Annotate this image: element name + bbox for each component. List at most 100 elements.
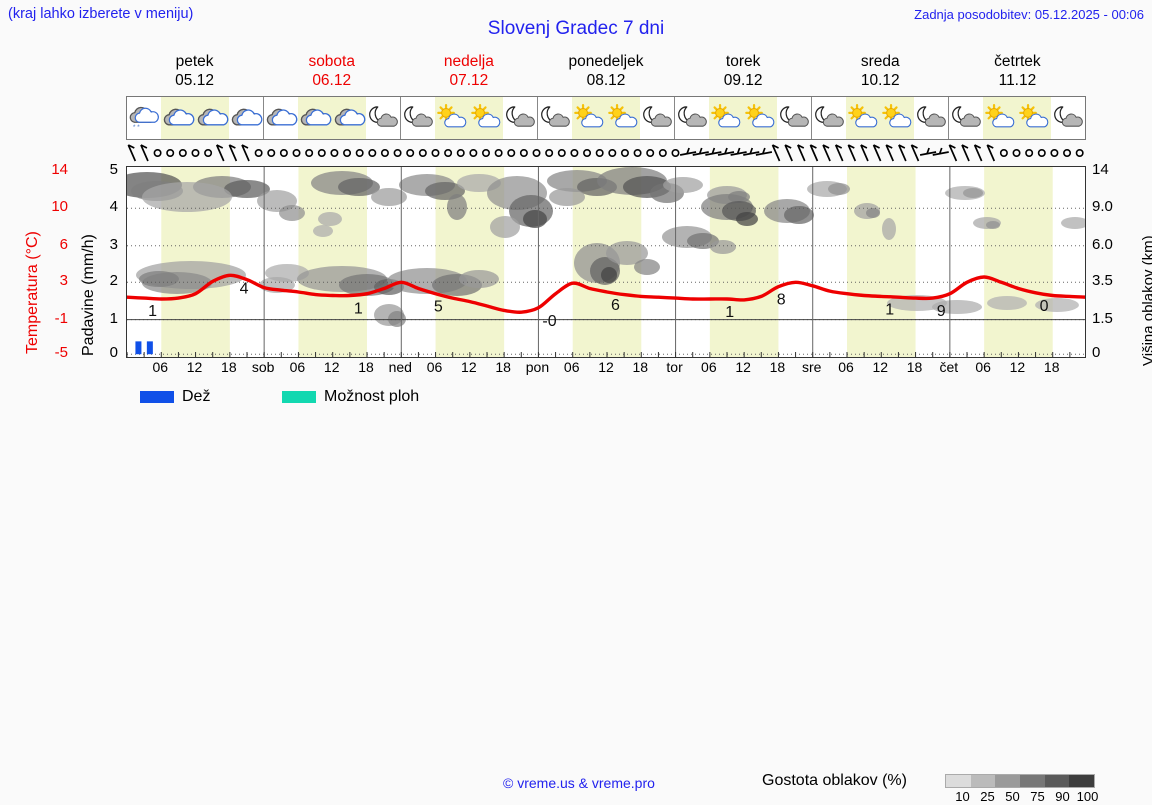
axis-tick: 3 bbox=[59, 272, 68, 290]
wind-barb-band bbox=[126, 140, 1086, 164]
temperature-point-label: -0 bbox=[542, 313, 556, 330]
x-axis-label: 06 bbox=[426, 359, 443, 375]
x-axis-label: ned bbox=[388, 359, 412, 375]
legend-row: Dež Možnost ploh © vreme.us & vreme.pro … bbox=[0, 384, 1152, 804]
copyright-link[interactable]: © vreme.us & vreme.pro bbox=[503, 775, 655, 791]
sun-cloud-icon bbox=[437, 104, 467, 128]
x-axis-label: čet bbox=[939, 359, 959, 375]
x-axis-label: 18 bbox=[769, 359, 786, 375]
legend-item-showers: Možnost ploh bbox=[282, 388, 419, 406]
day-name: četrtek bbox=[994, 53, 1041, 70]
cloud-icon bbox=[266, 108, 298, 126]
axis-tick: 10 bbox=[51, 198, 68, 216]
weather-icon-cell bbox=[709, 97, 743, 139]
axis-tick: 5 bbox=[109, 160, 118, 178]
moon-cloud-icon bbox=[678, 106, 707, 127]
x-axis-label: sob bbox=[251, 359, 275, 375]
precipitation-axis-ticks: 5 4 3 2 1 0 bbox=[86, 161, 122, 361]
weather-icon-cell bbox=[914, 97, 948, 139]
axis-tick: -1 bbox=[54, 309, 68, 327]
day-date: 08.12 bbox=[586, 72, 626, 89]
x-axis-label: 12 bbox=[323, 359, 340, 375]
temperature-point-label: 1 bbox=[725, 304, 734, 321]
rain-swatch bbox=[140, 391, 174, 403]
sun-cloud-icon bbox=[745, 104, 775, 128]
axis-tick: 14 bbox=[1092, 160, 1109, 178]
x-axis-label: 18 bbox=[221, 359, 237, 375]
weather-icon-cell bbox=[640, 97, 674, 139]
cloud-density-label: Gostota oblakov (%) bbox=[762, 772, 907, 789]
icon-day-pet: * * bbox=[127, 97, 264, 139]
cloud-icon bbox=[231, 108, 263, 126]
weather-icon-cell bbox=[401, 97, 435, 139]
x-axis-label: 18 bbox=[632, 359, 649, 375]
x-axis-label: 12 bbox=[461, 359, 477, 375]
day-name: ponedeljek bbox=[568, 53, 644, 70]
sun-cloud-icon bbox=[985, 104, 1015, 128]
cloud-density-tick: 10 bbox=[955, 789, 970, 804]
weather-icon-cell bbox=[606, 97, 640, 139]
x-axis-label: 18 bbox=[495, 359, 511, 375]
axis-tick: 4 bbox=[109, 198, 118, 216]
cloud-density-scale-ticks: 10 25 50 75 90 100 bbox=[940, 789, 1110, 805]
cloud-icon bbox=[163, 108, 195, 126]
cloud-icon bbox=[300, 108, 332, 126]
location-menu-note[interactable]: (kraj lahko izberete v meniju) bbox=[8, 6, 194, 22]
weather-icon-cell bbox=[264, 97, 298, 139]
axis-tick: 3.5 bbox=[1092, 272, 1113, 290]
day-header-čet: četrtek 11.12 bbox=[949, 52, 1086, 92]
axis-tick: 6 bbox=[59, 235, 68, 253]
axis-tick: 9.0 bbox=[1092, 198, 1113, 216]
temperature-axis-title: Temperatura (°C) bbox=[4, 176, 41, 356]
x-axis-label: 12 bbox=[872, 359, 889, 375]
x-axis-label: 06 bbox=[838, 359, 854, 375]
day-date: 05.12 bbox=[175, 72, 214, 89]
weather-icon-cell bbox=[538, 97, 572, 139]
rain-label: Dež bbox=[182, 388, 211, 405]
icon-day-sob bbox=[264, 97, 401, 139]
weather-icon-cell bbox=[298, 97, 332, 139]
axis-tick: 0 bbox=[1092, 344, 1101, 362]
temperature-point-label: 1 bbox=[354, 300, 363, 317]
day-date: 11.12 bbox=[998, 72, 1037, 89]
x-axis-label: 06 bbox=[289, 359, 306, 375]
day-name: sreda bbox=[860, 53, 900, 70]
axis-tick: 14 bbox=[51, 160, 68, 178]
last-update-stamp: Zadnja posodobitev: 05.12.2025 - 00:06 bbox=[914, 7, 1144, 22]
temperature-point-label: 5 bbox=[434, 299, 443, 316]
day-date: 10.12 bbox=[860, 72, 900, 89]
svg-text:*: * bbox=[133, 124, 136, 131]
temperature-point-label: 9 bbox=[937, 303, 946, 320]
cloud-height-axis-title-text: Višina oblakov (km) bbox=[1140, 235, 1152, 366]
icon-day-čet bbox=[949, 97, 1085, 139]
x-axis-label: 18 bbox=[1043, 359, 1060, 375]
day-name: petek bbox=[175, 53, 214, 70]
icon-day-sre bbox=[812, 97, 949, 139]
weather-icon-cell bbox=[880, 97, 914, 139]
day-name: torek bbox=[725, 53, 761, 70]
x-axis-label: 12 bbox=[1009, 359, 1026, 375]
temperature-point-label: 6 bbox=[611, 297, 620, 314]
weather-icon-cell: * * bbox=[127, 97, 161, 139]
day-date: 09.12 bbox=[723, 72, 763, 89]
day-name: sobota bbox=[308, 53, 355, 70]
axis-tick: 3 bbox=[109, 235, 118, 253]
cloud-density-step bbox=[1044, 775, 1070, 787]
moon-cloud-icon bbox=[780, 106, 809, 127]
cloud-density-tick: 50 bbox=[1005, 789, 1020, 804]
icon-day-tor bbox=[675, 97, 812, 139]
x-axis-label: 18 bbox=[906, 359, 923, 375]
temperature-point-label: 1 bbox=[885, 301, 894, 318]
weather-icon-cell bbox=[229, 97, 263, 139]
legend-item-rain: Dež bbox=[140, 388, 210, 406]
x-axis-label: 12 bbox=[735, 359, 751, 375]
page-title: Slovenj Gradec 7 dni bbox=[487, 18, 665, 39]
x-axis-label: tor bbox=[666, 359, 683, 375]
icon-day-ned bbox=[401, 97, 538, 139]
sun-cloud-icon bbox=[711, 104, 741, 128]
x-axis-label: pon bbox=[525, 359, 550, 375]
day-date: 06.12 bbox=[312, 72, 352, 89]
weather-icon-band: * * bbox=[126, 96, 1086, 140]
day-header-sre: sreda 10.12 bbox=[812, 52, 949, 92]
day-header-row: petek 05.12 sobota 06.12 nedelja 07.12 ponedel… bbox=[126, 52, 1086, 92]
